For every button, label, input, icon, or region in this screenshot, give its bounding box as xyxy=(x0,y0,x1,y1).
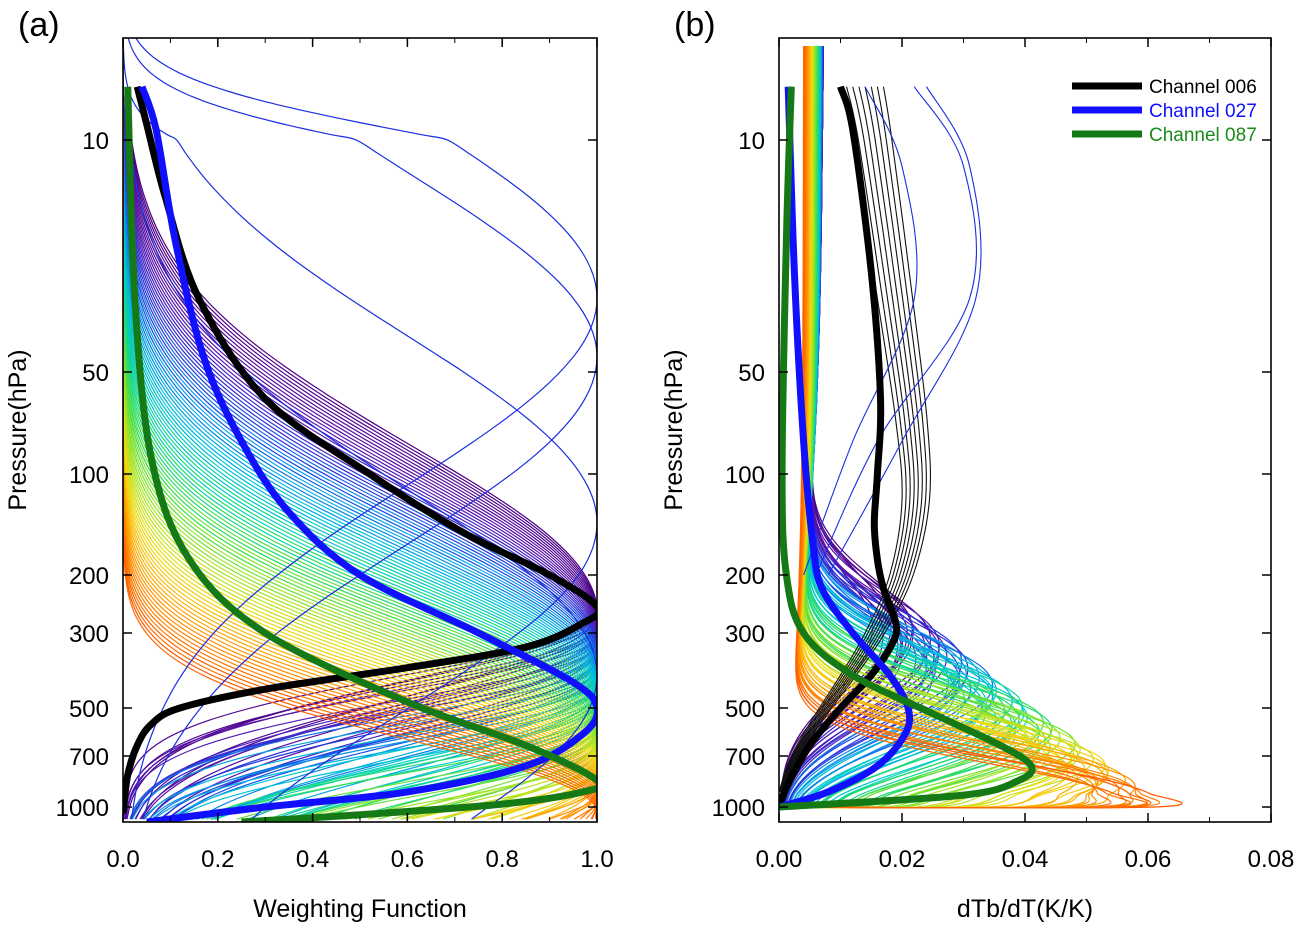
background-channel-line xyxy=(123,46,597,820)
x-tick-label: 0.4 xyxy=(296,846,329,873)
y-tick-label: 50 xyxy=(738,360,765,387)
background-channel-line xyxy=(781,86,927,793)
background-channel-line xyxy=(123,46,597,820)
background-channel-line xyxy=(131,38,597,820)
background-channel-line xyxy=(123,46,597,820)
series-channel-006-line xyxy=(123,85,597,814)
background-channel-line xyxy=(123,46,597,820)
background-channel-line xyxy=(123,46,597,820)
y-tick-label: 100 xyxy=(725,462,765,489)
x-tick-label: 0.2 xyxy=(201,846,234,873)
background-channel-line xyxy=(123,46,597,820)
plot-area xyxy=(779,46,1183,811)
background-channel-line xyxy=(123,46,597,820)
legend: Channel 006 Channel 027 Channel 087 xyxy=(1072,77,1257,146)
background-channel-line xyxy=(123,46,597,820)
y-tick-label: 10 xyxy=(738,128,765,155)
background-channel-line xyxy=(780,86,919,793)
background-channel-line xyxy=(123,46,597,820)
background-channel-line xyxy=(123,46,597,820)
y-axis-label: Pressure(hPa) xyxy=(4,349,32,510)
panel-a: 0.0 0.2 0.4 0.6 0.8 1.0 10 50 100 200 300 500 700 100… xyxy=(4,6,614,923)
background-channel-line xyxy=(779,46,1148,809)
background-channel-line xyxy=(123,46,597,820)
x-tick-label: 0.8 xyxy=(486,846,519,873)
y-tick-label: 50 xyxy=(82,360,109,387)
background-channel-line xyxy=(779,46,1106,809)
background-channel-line xyxy=(123,46,597,820)
background-channel-line xyxy=(123,46,597,820)
y-tick-label: 1000 xyxy=(712,795,765,822)
series-channel-027-line xyxy=(779,86,914,811)
y-tick-label: 1000 xyxy=(56,795,109,822)
y-tick-label: 10 xyxy=(82,128,109,155)
background-channel-line xyxy=(123,46,597,820)
background-channel-line xyxy=(123,46,597,820)
background-channel-line xyxy=(781,86,923,793)
background-channel-line xyxy=(123,46,597,820)
background-channel-line xyxy=(123,46,597,820)
background-channel-line xyxy=(127,38,597,820)
x-tick-label: 0.08 xyxy=(1248,846,1295,873)
background-channel-line xyxy=(123,46,597,820)
background-channel-line xyxy=(123,46,597,820)
background-channel-line xyxy=(123,46,597,820)
background-channel-line xyxy=(782,86,932,793)
x-tick-label: 0.6 xyxy=(391,846,424,873)
background-channel-line xyxy=(123,46,597,820)
background-channel-line xyxy=(123,46,597,820)
background-channel-line xyxy=(815,86,978,576)
background-channel-line xyxy=(123,46,597,820)
background-channel-line xyxy=(123,46,597,820)
series-channel-087-line xyxy=(779,86,1036,811)
y-tick-label: 100 xyxy=(69,462,109,489)
background-channel-line xyxy=(780,86,915,793)
x-tick-label: 0.02 xyxy=(879,846,926,873)
plot-area xyxy=(123,38,597,822)
background-channel-line xyxy=(123,46,597,820)
y-axis-label: Pressure(hPa) xyxy=(660,349,688,510)
legend-label: Channel 006 xyxy=(1149,77,1257,98)
background-channel-line xyxy=(123,46,597,820)
series-channel-006-line xyxy=(779,85,901,809)
x-tick-label: 1.0 xyxy=(580,846,613,873)
y-tick-label: 700 xyxy=(69,744,109,771)
series-channel-027-line xyxy=(138,85,597,822)
background-channel-line xyxy=(123,46,597,820)
y-tick-label: 200 xyxy=(69,563,109,590)
y-tick-label: 200 xyxy=(725,563,765,590)
background-channel-line xyxy=(779,86,907,793)
y-tick-label: 300 xyxy=(69,621,109,648)
x-tick-label: 0.04 xyxy=(1002,846,1049,873)
y-tick-label: 500 xyxy=(725,696,765,723)
background-channel-line xyxy=(779,46,1097,809)
background-channel-line xyxy=(123,46,597,820)
x-axis-label: dTb/dT(K/K) xyxy=(957,895,1093,923)
background-channel-line xyxy=(123,46,597,820)
series-channel-087-line xyxy=(124,86,597,822)
background-channel-line xyxy=(779,46,1097,809)
background-channel-line xyxy=(123,46,597,820)
y-tick-label: 700 xyxy=(725,744,765,771)
legend-label: Channel 027 xyxy=(1149,101,1257,122)
y-tick-label: 300 xyxy=(725,621,765,648)
y-tick-label: 500 xyxy=(69,696,109,723)
x-tick-label: 0.0 xyxy=(106,846,139,873)
x-tick-label: 0.06 xyxy=(1125,846,1172,873)
legend-label: Channel 087 xyxy=(1149,125,1257,146)
background-channel-line xyxy=(123,46,597,820)
background-channel-line xyxy=(123,46,597,820)
background-channel-line xyxy=(123,46,597,820)
background-channel-line xyxy=(123,46,597,820)
panel-label: (b) xyxy=(674,6,716,44)
background-channel-line xyxy=(123,46,597,820)
background-channel-line xyxy=(803,86,918,576)
background-channel-line xyxy=(123,46,597,820)
x-tick-label: 0.00 xyxy=(756,846,803,873)
panel-label: (a) xyxy=(18,6,60,44)
x-axis-label: Weighting Function xyxy=(253,895,467,923)
panel-b: 0.00 0.02 0.04 0.06 0.08 10 50 100 200 300 500 700 1… xyxy=(660,6,1294,923)
background-channel-line xyxy=(779,86,911,793)
